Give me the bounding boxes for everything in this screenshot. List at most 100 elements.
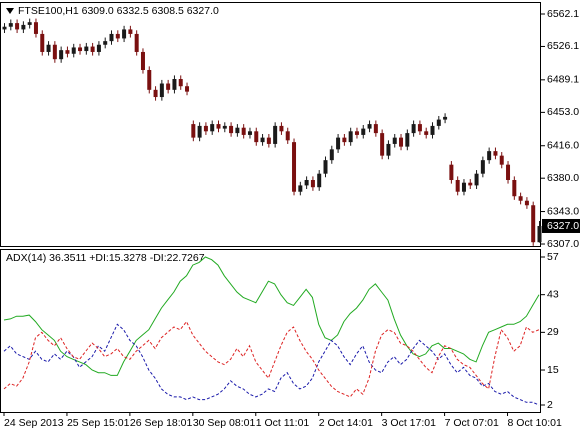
candle-body: [122, 29, 127, 39]
last-price-box: [542, 218, 580, 233]
candle-body: [455, 179, 460, 192]
indicator-title: ADX(14) 36.3511 +DI:15.3278 -DI:22.7267: [6, 252, 205, 264]
candle-body: [279, 125, 284, 132]
candle-body: [518, 196, 523, 201]
candle-body: [178, 79, 183, 87]
candle-body: [40, 33, 45, 52]
x-tick-label: 26 Sep 18:01: [130, 417, 193, 429]
y-tick-label: 29: [547, 326, 559, 338]
candle-body: [436, 119, 441, 126]
candle-body: [348, 131, 353, 143]
candle-body: [317, 173, 322, 188]
candle-body: [323, 160, 328, 174]
candle-body: [59, 50, 64, 60]
candle-body: [266, 137, 271, 144]
candle-body: [229, 125, 234, 134]
candle-body: [512, 179, 517, 197]
candle-body: [367, 124, 372, 129]
x-tick-label: 30 Sep 08:01: [193, 417, 256, 429]
candle-body: [247, 131, 252, 135]
candle-body: [210, 124, 215, 132]
candle-body: [15, 23, 20, 30]
candle-body: [329, 149, 334, 161]
y-tick-label: 6380.0: [547, 172, 579, 184]
candle-body: [417, 124, 422, 132]
y-tick-label: 15: [547, 364, 559, 376]
indicator-panel-frame: [0, 249, 541, 413]
last-price-label: 6327.0: [547, 220, 579, 232]
x-tick-label: 8 Oct 10:01: [508, 417, 562, 429]
y-tick-label: 2: [547, 399, 553, 411]
candle-body: [147, 69, 152, 90]
y-tick-label: 43: [547, 288, 559, 300]
candle-body: [46, 44, 51, 52]
candle-body: [140, 51, 145, 70]
candle-body: [153, 89, 158, 98]
candle-body: [21, 24, 26, 30]
candle-body: [386, 143, 391, 156]
candle-body: [103, 41, 108, 45]
candle-body: [222, 125, 227, 129]
candle-body: [128, 29, 133, 34]
candle-body: [487, 151, 492, 161]
candle-body: [8, 23, 13, 27]
candle-body: [468, 182, 473, 186]
candle-body: [499, 155, 504, 165]
candle-body: [65, 50, 70, 54]
price-chart-title: FTSE100,H1 6309.0 6332.5 6308.5 6327.0: [18, 5, 219, 17]
candle-body: [424, 131, 429, 135]
y-tick-label: 6562.1: [547, 8, 579, 20]
x-tick-label: 25 Sep 15:01: [67, 417, 130, 429]
x-tick-label: 24 Sep 2013: [4, 417, 64, 429]
y-tick-label: 6343.0: [547, 205, 579, 217]
y-tick-label: 6489.1: [547, 74, 579, 86]
candle-body: [185, 86, 190, 92]
y-tick-label: 6307.0: [547, 238, 579, 250]
y-tick-label: 6453.0: [547, 106, 579, 118]
indicator-line: [3, 323, 540, 406]
candle-body: [399, 137, 404, 147]
candle-body: [298, 185, 303, 192]
x-tick-label: 2 Oct 14:01: [319, 417, 373, 429]
candle-body: [90, 46, 95, 52]
candle-body: [354, 131, 359, 135]
candle-body: [27, 22, 32, 25]
candle-body: [260, 137, 265, 143]
price-panel-frame: [0, 2, 541, 247]
x-tick-label: 3 Oct 17:01: [382, 417, 436, 429]
candle-body: [33, 22, 38, 34]
y-tick-label: 57: [547, 251, 559, 263]
candle-body: [506, 164, 511, 180]
candle-body: [71, 47, 76, 54]
candle-body: [537, 225, 542, 243]
candle-body: [203, 125, 208, 132]
candle-body: [430, 125, 435, 135]
candle-body: [493, 151, 498, 156]
indicator-line: [3, 320, 540, 398]
candle-body: [342, 137, 347, 143]
candle-body: [254, 131, 259, 143]
candle-body: [115, 33, 120, 39]
candle-body: [373, 124, 378, 134]
candle-body: [159, 83, 164, 98]
candle-body: [292, 142, 297, 192]
candle-body: [361, 128, 366, 135]
candle-body: [531, 205, 536, 243]
candle-body: [461, 182, 466, 192]
x-tick-label: 7 Oct 07:01: [445, 417, 499, 429]
candle-body: [197, 125, 202, 138]
candle-body: [273, 125, 278, 144]
y-tick-label: 6416.0: [547, 140, 579, 152]
candle-body: [241, 127, 246, 135]
candle-body: [191, 124, 196, 138]
candle-body: [216, 124, 221, 129]
candle-body: [96, 44, 101, 52]
candle-body: [474, 173, 479, 186]
y-tick-label: 6526.1: [547, 40, 579, 52]
candle-body: [405, 133, 410, 147]
candle-body: [285, 131, 290, 141]
dropdown-icon: [6, 8, 14, 14]
candle-body: [52, 44, 57, 60]
candle-body: [443, 116, 448, 120]
